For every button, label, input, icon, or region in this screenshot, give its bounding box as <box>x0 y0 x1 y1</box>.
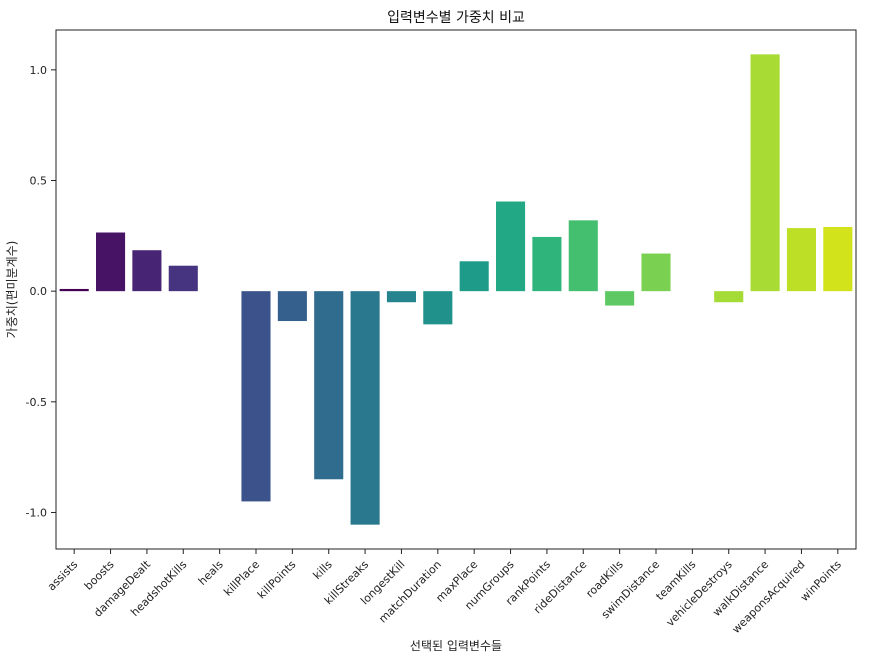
plot-frame <box>55 29 857 550</box>
bar-maxPlace <box>459 261 489 292</box>
bar-winPoints <box>823 226 853 292</box>
bar-kills <box>314 291 344 480</box>
bar-swimDistance <box>641 253 671 292</box>
y-axis: 1.0 0.5 0.0 -0.5 -1.0 <box>26 64 56 519</box>
bar-assists <box>59 288 89 292</box>
y-tick-label: 1.0 <box>30 64 48 77</box>
bar-damageDealt <box>132 250 162 292</box>
bar-killStreaks <box>350 291 380 525</box>
x-tick-label-killPoints: killPoints <box>255 558 299 602</box>
bar-killPlace <box>241 291 271 502</box>
y-axis-title: 가중치(편미분계수) <box>5 241 19 339</box>
bar-matchDuration <box>423 291 453 325</box>
x-tick-label-heals: heals <box>196 558 226 588</box>
y-tick-label: 0.0 <box>30 285 48 298</box>
x-tick-label-assists: assists <box>45 558 81 594</box>
bar-rankPoints <box>532 236 562 292</box>
bar-rideDistance <box>568 220 598 292</box>
bar-roadKills <box>605 291 635 306</box>
bar-weaponsAcquired <box>786 228 816 292</box>
x-tick-label-boosts: boosts <box>82 558 117 593</box>
chart-title: 입력변수별 가중치 비교 <box>387 10 525 26</box>
x-tick-label-vehicleDestroys: vehicleDestroys <box>664 558 735 629</box>
bar-killPoints <box>277 291 307 322</box>
y-tick-label: -0.5 <box>26 396 47 409</box>
x-tick-label-kills: kills <box>311 558 335 582</box>
bar-boosts <box>96 232 126 292</box>
x-tick-label-matchDuration: matchDuration <box>376 558 444 626</box>
x-axis-title: 선택된 입력변수들 <box>410 639 502 653</box>
bar-headshotKills <box>168 265 198 292</box>
bar-vehicleDestroys <box>714 291 744 303</box>
y-tick-label: 0.5 <box>30 174 48 187</box>
y-tick-label: -1.0 <box>26 506 47 519</box>
bars-group <box>59 54 853 525</box>
bar-longestKill <box>386 291 416 303</box>
bar-numGroups <box>496 201 526 292</box>
bar-walkDistance <box>750 54 780 292</box>
